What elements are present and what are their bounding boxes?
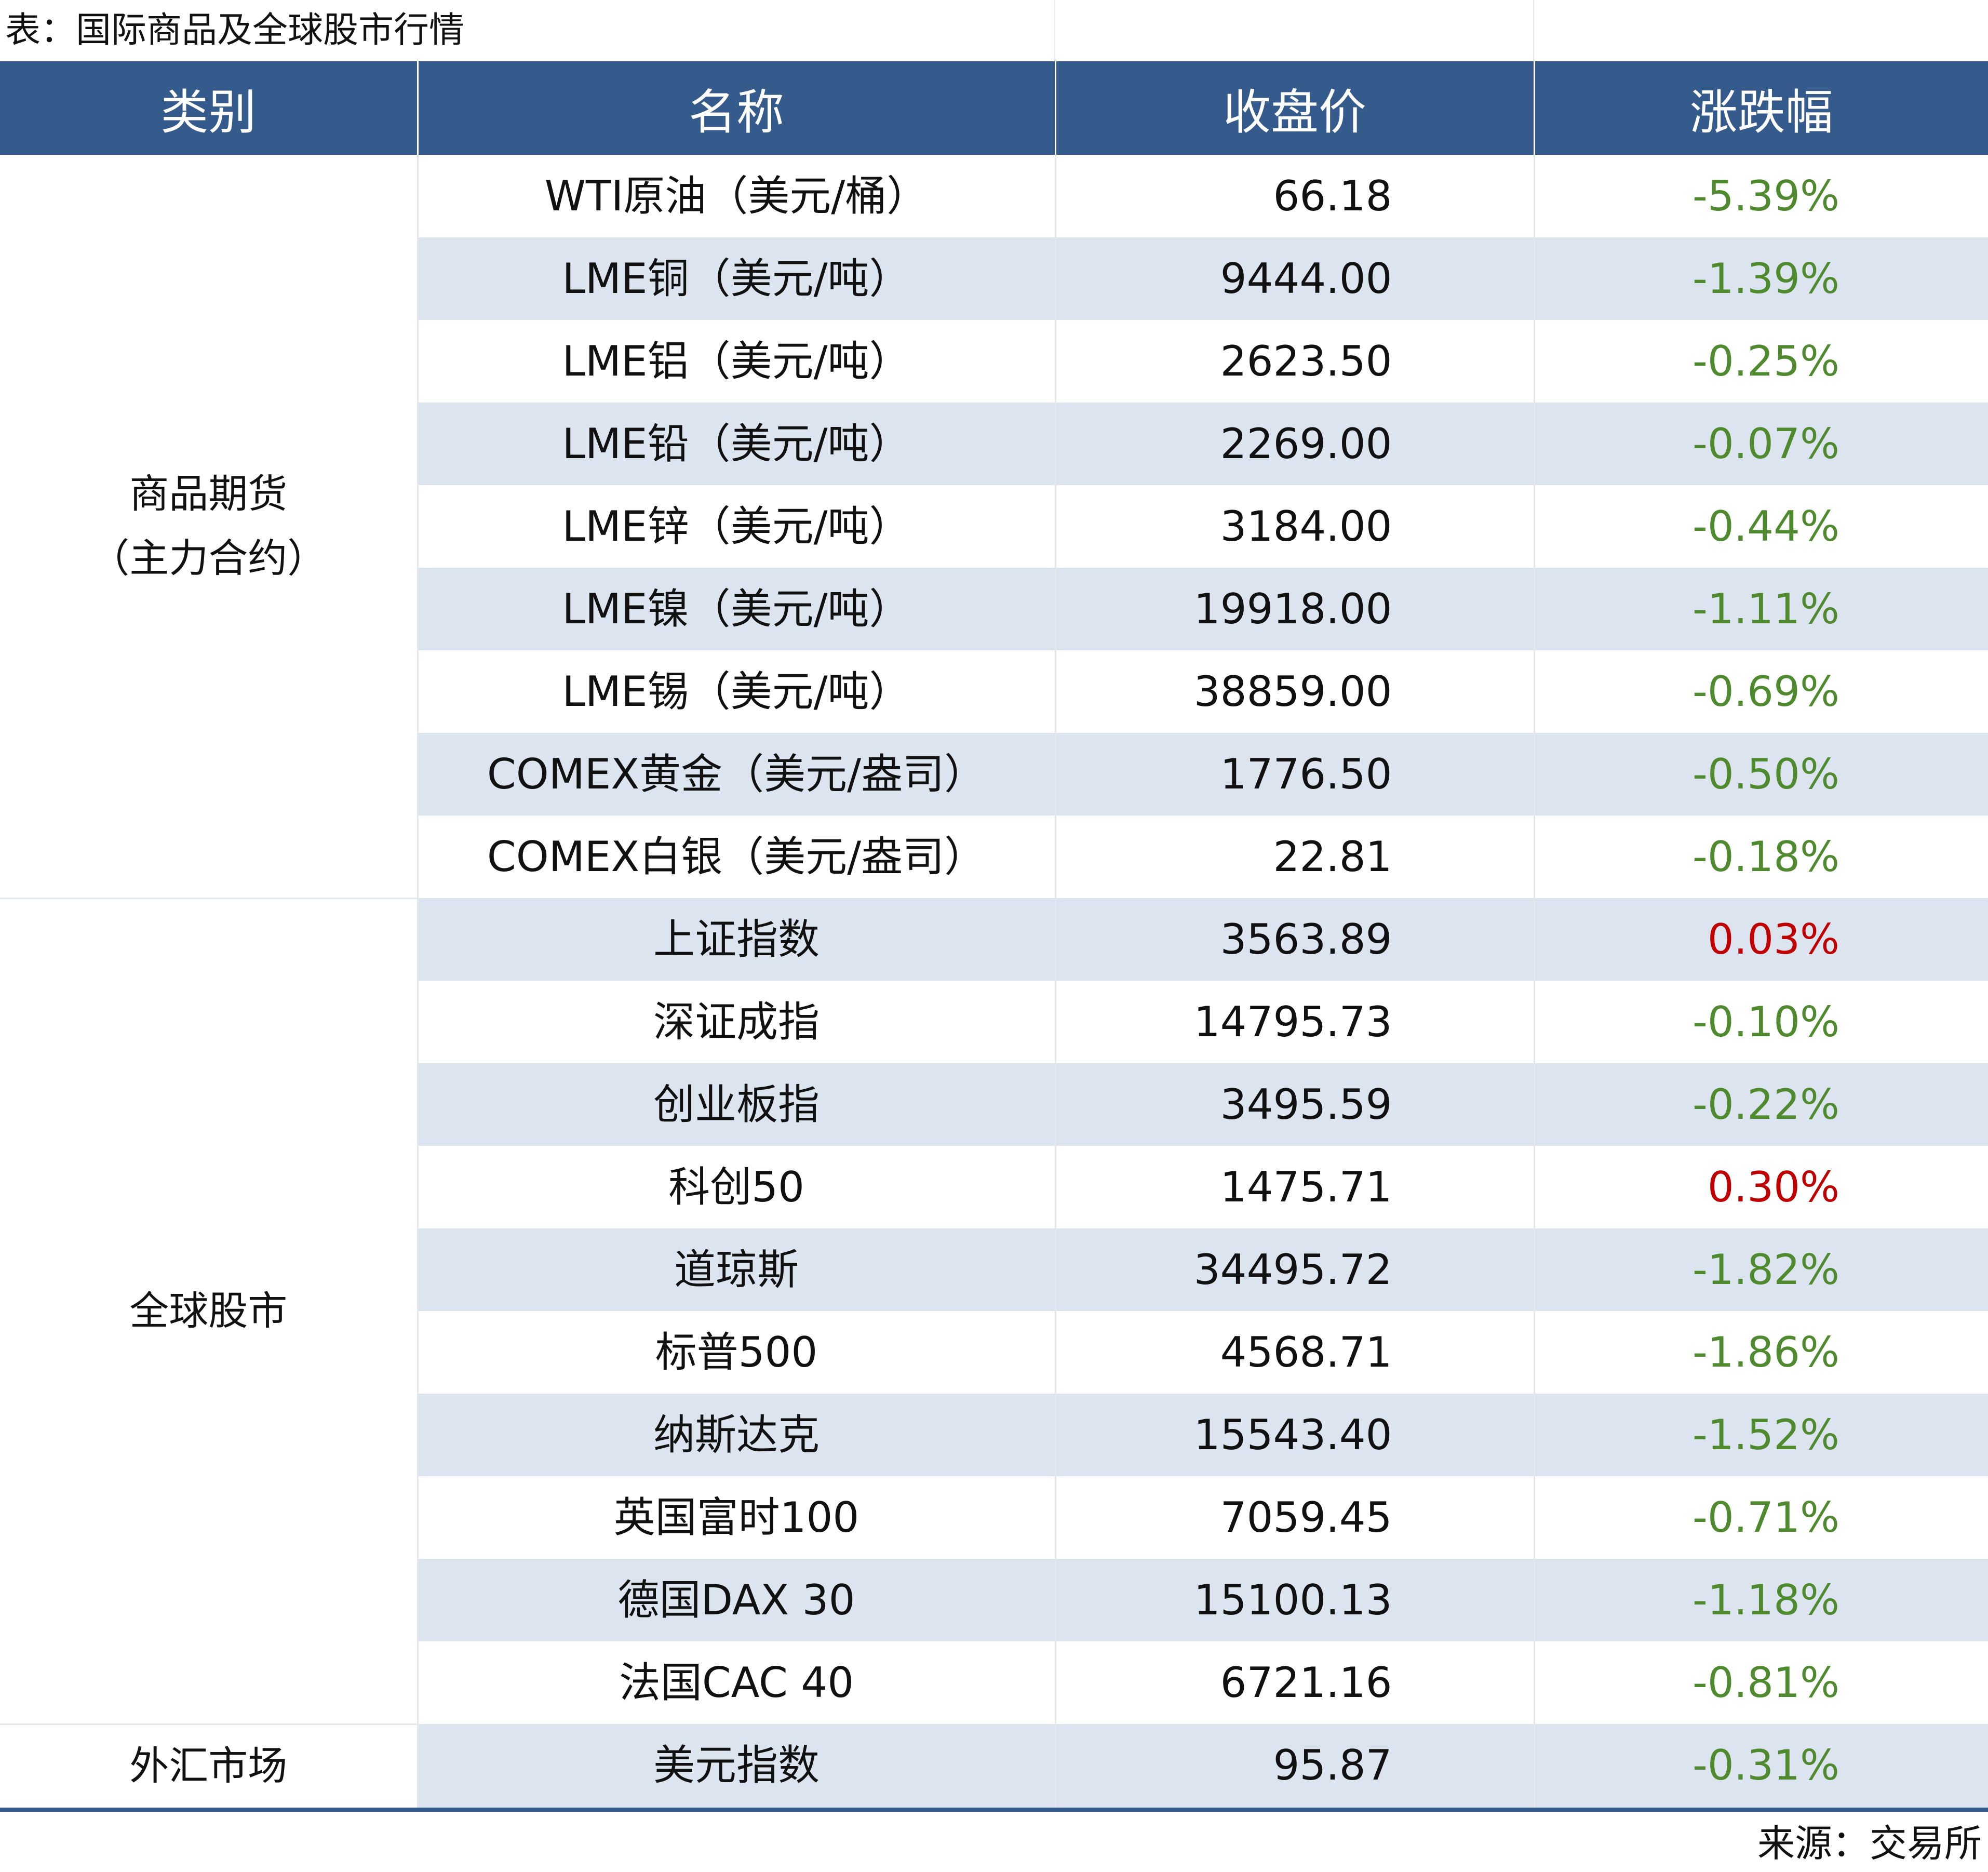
close-price: 1475.71 xyxy=(1055,1146,1535,1228)
instrument-name: WTI原油（美元/桶） xyxy=(418,155,1056,237)
instrument-name: 上证指数 xyxy=(418,898,1056,981)
table-row: 法国CAC 40 6721.16 -0.81% xyxy=(0,1641,1988,1724)
close-price: 15100.13 xyxy=(1055,1559,1535,1641)
instrument-name: LME锌（美元/吨） xyxy=(418,485,1056,568)
close-price: 22.81 xyxy=(1055,815,1535,898)
change-percent: -1.39% xyxy=(1534,237,1988,320)
change-percent: -0.10% xyxy=(1534,981,1988,1063)
instrument-name: 德国DAX 30 xyxy=(418,1559,1056,1641)
close-price: 6721.16 xyxy=(1055,1641,1535,1724)
header-category: 类别 xyxy=(0,61,419,155)
bottom-rule xyxy=(0,1808,1988,1812)
market-table: 类别 名称 收盘价 涨跌幅 商品期货 （主力合约） WTI原油（美元/桶） 66.18… xyxy=(0,61,1988,1808)
instrument-name: 美元指数 xyxy=(418,1724,1056,1808)
close-price: 3495.59 xyxy=(1055,1063,1535,1146)
close-price: 34495.72 xyxy=(1055,1228,1535,1311)
category-cell: 外汇市场 xyxy=(0,1723,419,1808)
table-row: 创业板指 3495.59 -0.22% xyxy=(0,1063,1988,1146)
instrument-name: 创业板指 xyxy=(418,1063,1056,1146)
change-percent: -0.22% xyxy=(1534,1063,1988,1146)
change-percent: -0.31% xyxy=(1534,1724,1988,1808)
table-row: COMEX黄金（美元/盎司） 1776.50 -0.50% xyxy=(0,733,1988,815)
close-price: 9444.00 xyxy=(1055,237,1535,320)
instrument-name: 英国富时100 xyxy=(418,1476,1056,1559)
close-price: 38859.00 xyxy=(1055,650,1535,733)
close-price: 3563.89 xyxy=(1055,898,1535,981)
category-cell: 商品期货 （主力合约） xyxy=(0,155,419,898)
change-percent: -0.71% xyxy=(1534,1476,1988,1559)
table-row: LME铅（美元/吨） 2269.00 -0.07% xyxy=(0,403,1988,485)
close-price: 66.18 xyxy=(1055,155,1535,237)
change-percent: 0.03% xyxy=(1534,898,1988,981)
table-row: 标普500 4568.71 -1.86% xyxy=(0,1311,1988,1394)
change-percent: 0.30% xyxy=(1534,1146,1988,1228)
change-percent: -0.25% xyxy=(1534,320,1988,403)
close-price: 3184.00 xyxy=(1055,485,1535,568)
instrument-name: COMEX黄金（美元/盎司） xyxy=(418,733,1056,815)
table-row: 纳斯达克 15543.40 -1.52% xyxy=(0,1394,1988,1476)
close-price: 1776.50 xyxy=(1055,733,1535,815)
change-percent: -1.52% xyxy=(1534,1394,1988,1476)
table-row: 商品期货 （主力合约） WTI原油（美元/桶） 66.18 -5.39% xyxy=(0,155,1988,898)
instrument-name: LME锡（美元/吨） xyxy=(418,650,1056,733)
table-row: 科创50 1475.71 0.30% xyxy=(0,1146,1988,1228)
table-body: 商品期货 （主力合约） WTI原油（美元/桶） 66.18 -5.39% LME铜（美元/… xyxy=(0,155,1988,1808)
instrument-name: 法国CAC 40 xyxy=(418,1641,1056,1724)
change-percent: -1.82% xyxy=(1534,1228,1988,1311)
table-row: 外汇市场 美元指数 95.87 -0.31% xyxy=(0,1723,1988,1808)
close-price: 7059.45 xyxy=(1055,1476,1535,1559)
instrument-name: LME镍（美元/吨） xyxy=(418,568,1056,650)
category-cell: 全球股市 xyxy=(0,897,419,1724)
column-guide xyxy=(1533,0,1534,61)
instrument-name: LME铝（美元/吨） xyxy=(418,320,1056,403)
category-label: 商品期货 xyxy=(129,470,288,517)
category-label: 全球股市 xyxy=(129,1288,288,1334)
change-percent: -0.81% xyxy=(1534,1641,1988,1724)
table-row: 全球股市 上证指数 3563.89 0.03% xyxy=(0,897,1988,1724)
source-note: 来源：交易所 xyxy=(1757,1822,1982,1865)
change-percent: -5.39% xyxy=(1534,155,1988,237)
table-title: 表：国际商品及全球股市行情 xyxy=(5,10,465,51)
header-name: 名称 xyxy=(418,61,1056,155)
instrument-name: LME铅（美元/吨） xyxy=(418,403,1056,485)
instrument-name: 科创50 xyxy=(418,1146,1056,1228)
table-row: 英国富时100 7059.45 -0.71% xyxy=(0,1476,1988,1559)
close-price: 95.87 xyxy=(1055,1724,1535,1808)
table-row: 德国DAX 30 15100.13 -1.18% xyxy=(0,1559,1988,1641)
instrument-name: 标普500 xyxy=(418,1311,1056,1394)
table-row: 深证成指 14795.73 -0.10% xyxy=(0,981,1988,1063)
change-percent: -1.18% xyxy=(1534,1559,1988,1641)
table-row: LME锌（美元/吨） 3184.00 -0.44% xyxy=(0,485,1988,568)
close-price: 2269.00 xyxy=(1055,403,1535,485)
table-row: COMEX白银（美元/盎司） 22.81 -0.18% xyxy=(0,815,1988,898)
header-close: 收盘价 xyxy=(1055,61,1535,155)
change-percent: -1.86% xyxy=(1534,1311,1988,1394)
table-row: 道琼斯 34495.72 -1.82% xyxy=(0,1228,1988,1311)
instrument-name: 道琼斯 xyxy=(418,1228,1056,1311)
change-percent: -0.44% xyxy=(1534,485,1988,568)
table-row: LME铜（美元/吨） 9444.00 -1.39% xyxy=(0,237,1988,320)
category-label: （主力合约） xyxy=(90,534,327,581)
instrument-name: 纳斯达克 xyxy=(418,1394,1056,1476)
change-percent: -0.50% xyxy=(1534,733,1988,815)
change-percent: -0.69% xyxy=(1534,650,1988,733)
table-row: LME铝（美元/吨） 2623.50 -0.25% xyxy=(0,320,1988,403)
category-label: 外汇市场 xyxy=(129,1743,288,1789)
table-header: 类别 名称 收盘价 涨跌幅 xyxy=(0,61,1988,155)
close-price: 14795.73 xyxy=(1055,981,1535,1063)
change-percent: -1.11% xyxy=(1534,568,1988,650)
column-guide xyxy=(1054,0,1055,61)
instrument-name: 深证成指 xyxy=(418,981,1056,1063)
close-price: 4568.71 xyxy=(1055,1311,1535,1394)
change-percent: -0.18% xyxy=(1534,815,1988,898)
instrument-name: LME铜（美元/吨） xyxy=(418,237,1056,320)
instrument-name: COMEX白银（美元/盎司） xyxy=(418,815,1056,898)
close-price: 15543.40 xyxy=(1055,1394,1535,1476)
table-row: LME镍（美元/吨） 19918.00 -1.11% xyxy=(0,568,1988,650)
close-price: 19918.00 xyxy=(1055,568,1535,650)
header-change: 涨跌幅 xyxy=(1534,61,1988,155)
close-price: 2623.50 xyxy=(1055,320,1535,403)
change-percent: -0.07% xyxy=(1534,403,1988,485)
table-row: LME锡（美元/吨） 38859.00 -0.69% xyxy=(0,650,1988,733)
